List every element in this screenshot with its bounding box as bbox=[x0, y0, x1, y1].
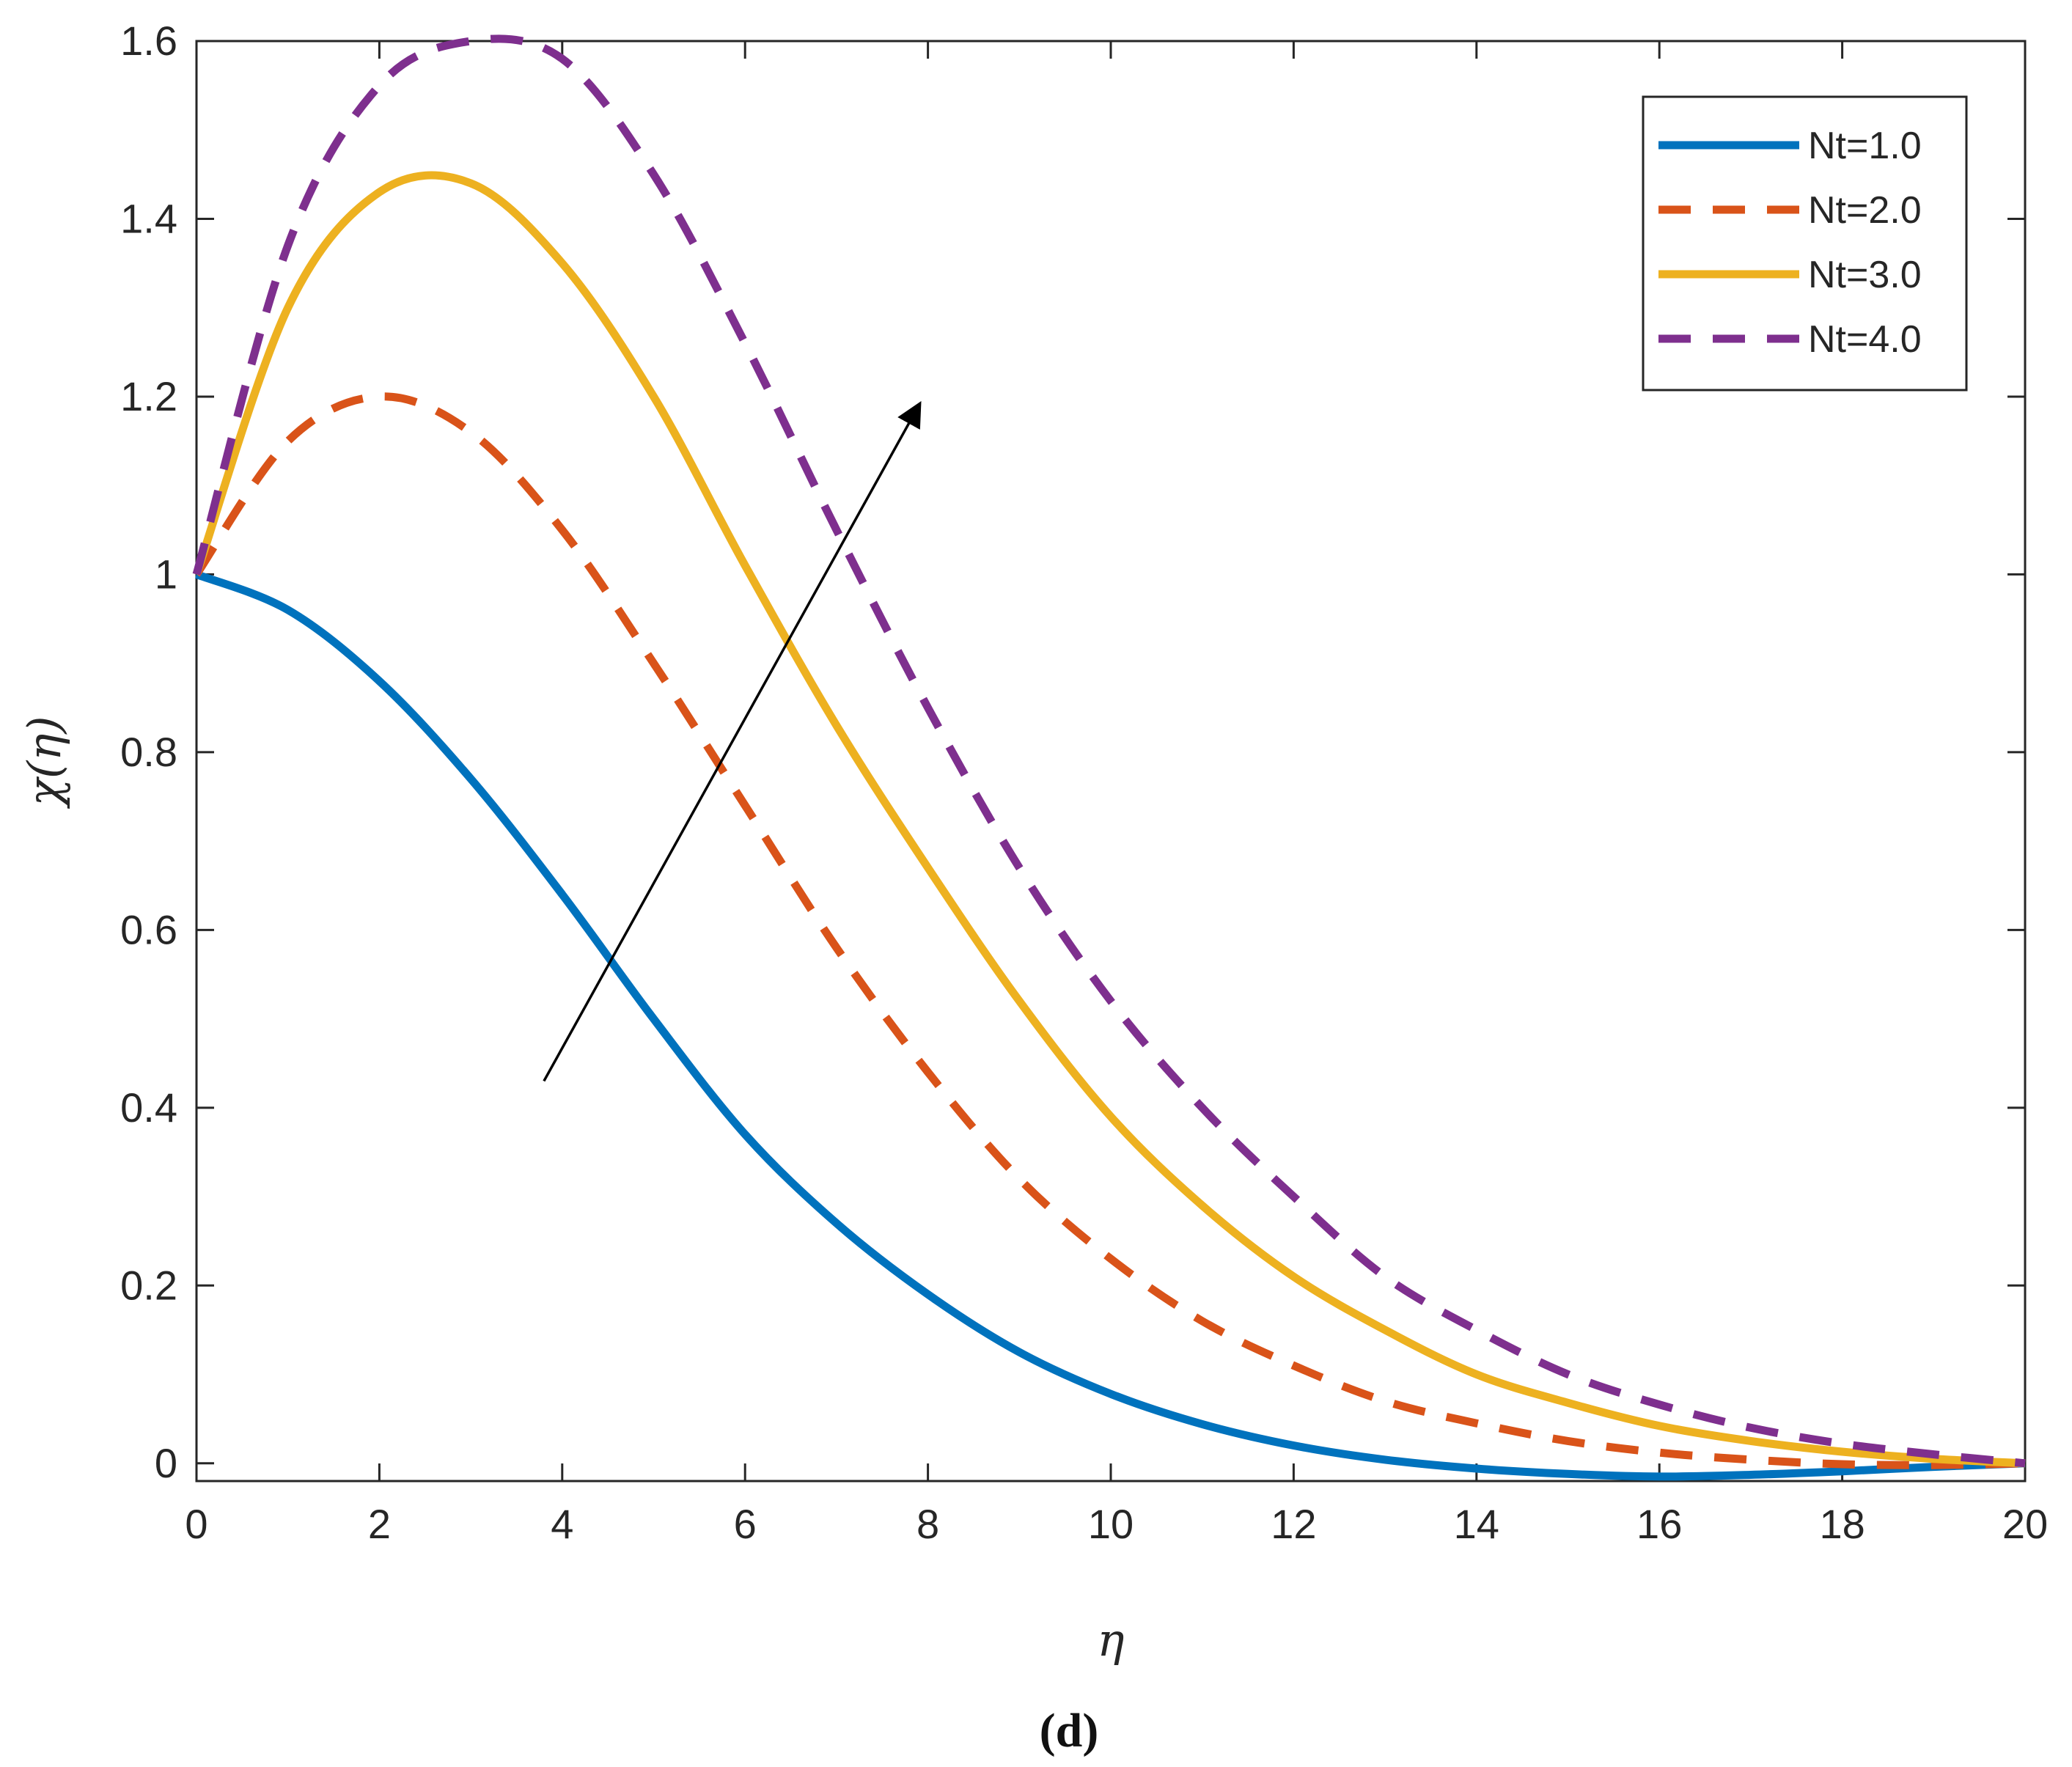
legend: Nt=1.0 Nt=2.0 Nt=3.0 Nt=4.0 bbox=[1642, 95, 1968, 392]
figure-caption: (d) bbox=[1040, 1704, 1099, 1757]
y-tick-label: 1 bbox=[155, 551, 177, 597]
series-lines bbox=[192, 34, 2026, 1481]
series-line-nt-2 bbox=[193, 392, 2026, 1469]
x-tick-label: 18 bbox=[1819, 1501, 1865, 1547]
legend-label: Nt=3.0 bbox=[1808, 254, 1922, 296]
tick-labels: 0 2 4 6 8 10 12 14 16 18 20 0 0.2 0.4 0.6 0.8 1 1.2 1.4 1.6 bbox=[120, 18, 2048, 1547]
series-line-nt-1 bbox=[195, 570, 2026, 1481]
x-tick-label: 8 bbox=[916, 1501, 939, 1547]
x-tick-label: 14 bbox=[1454, 1501, 1499, 1547]
y-tick-label: 1.6 bbox=[120, 18, 177, 64]
x-tick-label: 4 bbox=[551, 1501, 573, 1547]
legend-label: Nt=1.0 bbox=[1808, 125, 1922, 167]
y-tick-label: 0.6 bbox=[120, 906, 177, 952]
legend-label: Nt=4.0 bbox=[1808, 318, 1922, 361]
y-tick-label: 0.2 bbox=[120, 1262, 177, 1308]
y-tick-label: 0 bbox=[155, 1440, 177, 1486]
x-tick-label: 6 bbox=[734, 1501, 757, 1547]
legend-label: Nt=2.0 bbox=[1808, 189, 1922, 232]
x-tick-label: 2 bbox=[368, 1501, 391, 1547]
y-axis-label: χ(η) bbox=[18, 716, 71, 809]
x-axis-label: η bbox=[1097, 1613, 1124, 1667]
series-line-nt-3 bbox=[192, 171, 2026, 1468]
y-tick-label: 1.4 bbox=[120, 195, 177, 241]
x-tick-label: 0 bbox=[185, 1501, 207, 1547]
trend-arrow bbox=[543, 400, 922, 1082]
series-line-nt-4 bbox=[192, 34, 2026, 1468]
y-tick-label: 1.2 bbox=[120, 373, 177, 419]
x-tick-label: 12 bbox=[1271, 1501, 1316, 1547]
y-tick-label: 0.8 bbox=[120, 729, 177, 775]
x-tick-label: 10 bbox=[1088, 1501, 1134, 1547]
x-tick-label: 20 bbox=[2002, 1501, 2048, 1547]
y-tick-label: 0.4 bbox=[120, 1084, 177, 1131]
x-tick-label: 16 bbox=[1636, 1501, 1682, 1547]
axis-ticks bbox=[195, 40, 2027, 1481]
